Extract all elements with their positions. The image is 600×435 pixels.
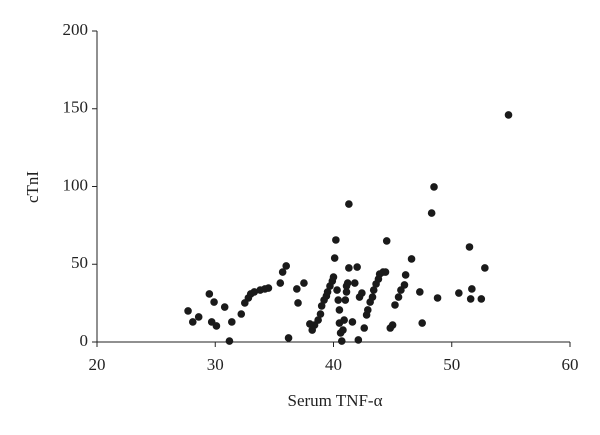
point — [345, 200, 353, 208]
point — [337, 337, 346, 345]
x-axis-label: Serum TNF-α — [287, 391, 382, 410]
point — [341, 296, 350, 304]
point — [339, 326, 347, 334]
point — [350, 279, 359, 287]
y-tick-label: 200 — [63, 20, 89, 39]
point — [225, 337, 234, 345]
point — [210, 298, 218, 306]
point — [335, 306, 344, 314]
point — [401, 271, 410, 279]
point — [343, 279, 352, 287]
point — [381, 268, 390, 276]
x-tick-label: 40 — [325, 355, 342, 374]
point — [481, 264, 489, 272]
y-tick-label: 0 — [80, 331, 89, 350]
x-tick-label: 20 — [89, 355, 106, 374]
point — [382, 237, 391, 245]
point — [466, 295, 475, 303]
x-tick-label: 30 — [207, 355, 224, 374]
y-tick-label: 100 — [63, 175, 89, 194]
point — [300, 279, 308, 287]
point — [455, 289, 463, 297]
point — [317, 302, 326, 310]
point — [333, 286, 341, 294]
point — [284, 334, 293, 342]
point — [329, 273, 338, 281]
point — [278, 268, 287, 276]
point — [212, 322, 221, 330]
point — [348, 318, 357, 326]
point — [194, 313, 203, 321]
point — [468, 285, 476, 293]
point — [369, 286, 378, 294]
point — [433, 294, 442, 302]
point — [332, 236, 340, 244]
point — [282, 262, 291, 270]
point — [205, 290, 214, 298]
point — [360, 324, 369, 332]
point — [400, 281, 409, 289]
y-tick-label: 50 — [71, 253, 88, 272]
point — [394, 293, 403, 301]
point — [264, 284, 273, 292]
point — [388, 321, 397, 329]
point — [314, 316, 322, 324]
point — [477, 295, 486, 303]
point — [342, 288, 351, 296]
point — [330, 254, 339, 262]
point — [430, 183, 438, 191]
point — [294, 299, 302, 307]
point — [316, 310, 325, 318]
point — [368, 293, 377, 301]
point — [504, 111, 513, 119]
point — [228, 318, 236, 326]
point — [334, 296, 343, 304]
point — [340, 316, 348, 324]
point — [293, 285, 301, 293]
point — [465, 243, 474, 251]
point — [358, 289, 366, 297]
point — [418, 319, 426, 327]
point — [188, 318, 197, 326]
point — [407, 255, 416, 263]
point — [184, 307, 192, 315]
point — [237, 310, 246, 318]
point — [391, 301, 399, 309]
point — [220, 303, 229, 311]
point — [354, 336, 363, 344]
point — [276, 279, 285, 287]
point — [250, 288, 259, 296]
point — [363, 306, 372, 314]
point — [427, 209, 436, 217]
point — [323, 288, 332, 296]
point — [353, 263, 361, 271]
y-axis-label: cTnI — [23, 171, 42, 203]
y-tick-label: 150 — [63, 98, 89, 117]
point — [345, 264, 353, 272]
point — [416, 288, 424, 296]
x-tick-label: 50 — [443, 355, 460, 374]
x-tick-label: 60 — [562, 355, 579, 374]
